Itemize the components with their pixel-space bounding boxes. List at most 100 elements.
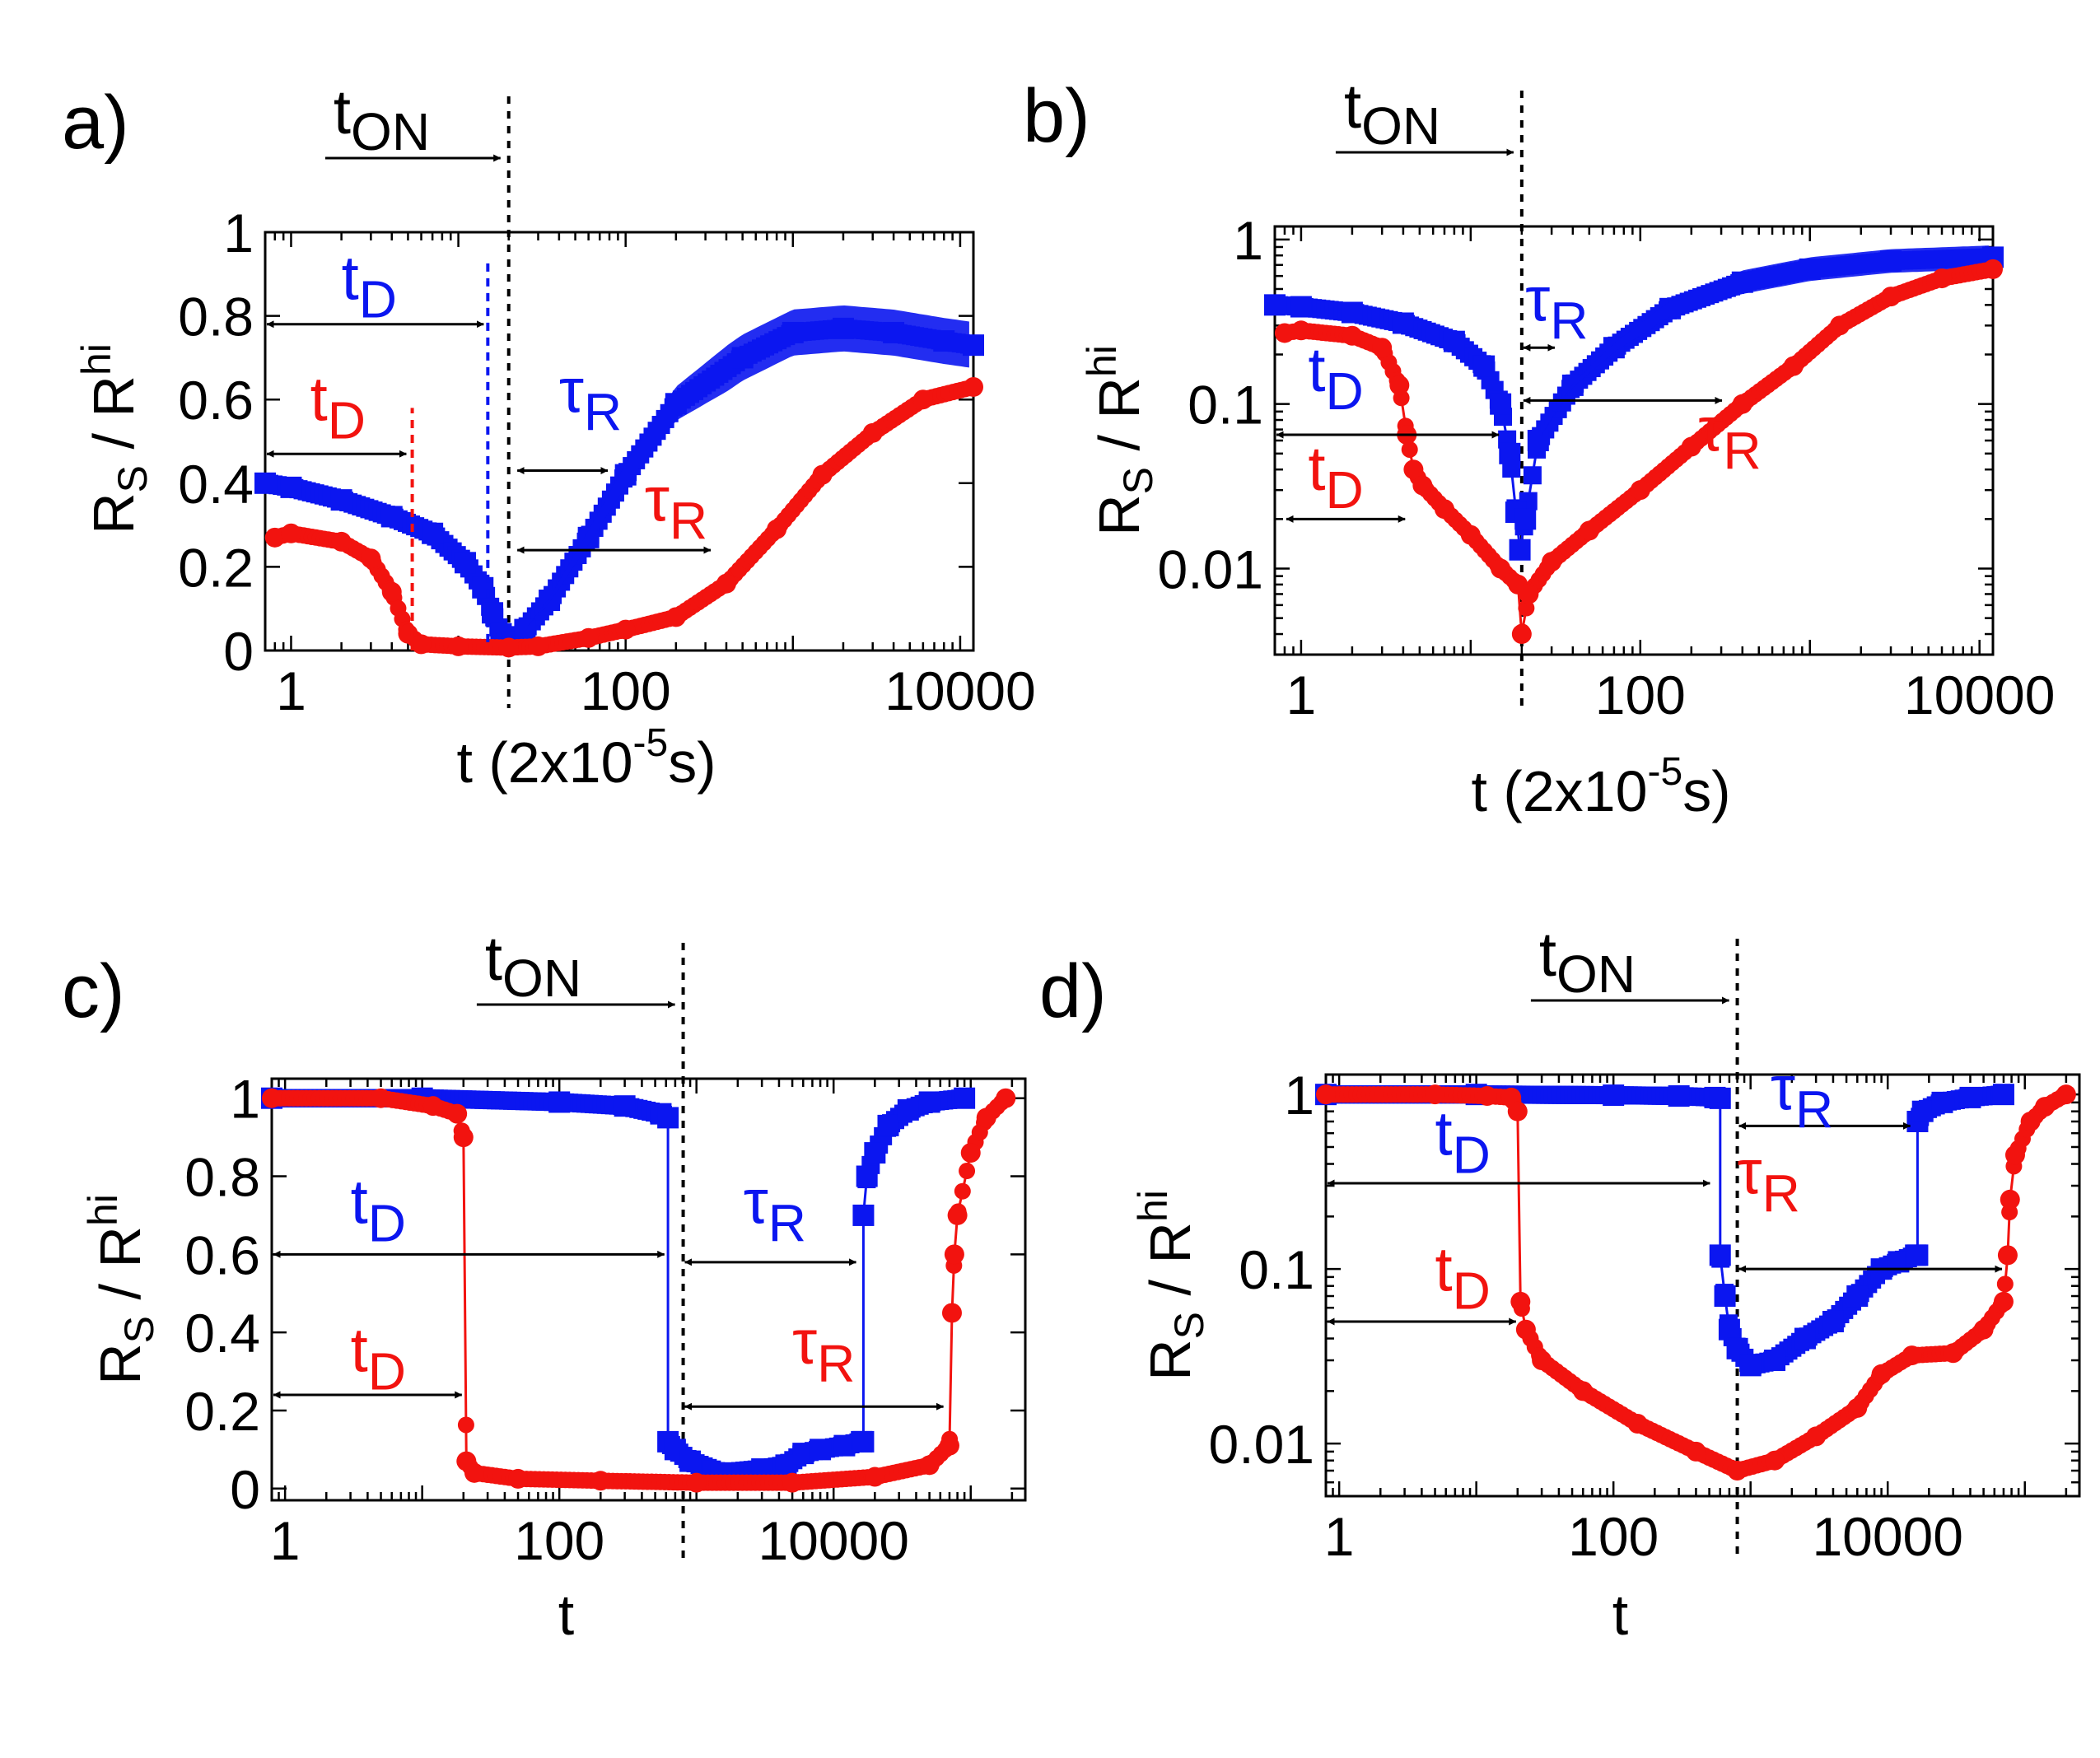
panel-label: c) [62, 949, 125, 1033]
data-point [381, 581, 402, 602]
data-point [262, 1088, 282, 1108]
series-red [262, 1088, 1016, 1493]
data-point [939, 1435, 959, 1456]
data-point [453, 1127, 474, 1148]
y-tick-label: 1 [230, 1069, 260, 1130]
data-point [1997, 1245, 2018, 1266]
tauR-label-main: τ [559, 356, 584, 426]
x-axis-label-tail: s) [1682, 759, 1730, 823]
y-tick-label: 1 [223, 203, 254, 263]
y-axis-label-sup: hi [80, 1194, 126, 1226]
data-point [1902, 1345, 1922, 1366]
data-point [1911, 1100, 1934, 1122]
t-on-label-main: t [334, 77, 351, 147]
data-point [1515, 1319, 1536, 1340]
data-point [457, 1416, 474, 1434]
y-tick-label: 1 [1284, 1065, 1314, 1126]
tauR-label-main: τ [1525, 265, 1550, 335]
x-axis-label: t [558, 1583, 574, 1647]
panel-label: b) [1023, 74, 1090, 158]
y-axis-label-main: R [82, 492, 146, 534]
x-tick-label: 10000 [1812, 1506, 1963, 1567]
data-point [1943, 1343, 1963, 1364]
x-tick-label: 1 [1286, 664, 1317, 725]
data-point [919, 1455, 940, 1476]
data-point [1822, 1310, 1844, 1332]
y-tick-label: 0.1 [1239, 1239, 1314, 1300]
series-blue [1315, 1084, 2014, 1377]
y-tick-label: 0.8 [178, 287, 254, 347]
tauR-label-sub: R [817, 1334, 855, 1393]
data-point [954, 1182, 971, 1200]
data-point [1389, 375, 1410, 395]
data-point [976, 1107, 996, 1128]
x-axis-label: t (2x10-5s) [1472, 750, 1731, 823]
tauR-label-main: τ [1738, 1138, 1762, 1208]
data-point [1403, 459, 1424, 480]
data-point [1630, 480, 1650, 501]
data-point [1542, 552, 1562, 572]
data-point [2056, 1084, 2076, 1105]
data-point [1709, 1087, 1731, 1109]
y-tick-label: 0.4 [178, 454, 254, 515]
y-axis-label-sub: S [1115, 467, 1161, 494]
data-point [1993, 1291, 2014, 1312]
data-point [941, 1303, 962, 1323]
data-point [472, 576, 494, 599]
tD-label-sub: D [1453, 1261, 1491, 1321]
data-point [944, 1244, 964, 1265]
data-point [578, 627, 599, 648]
series-red [1316, 1084, 2076, 1481]
tD-label-sub: D [328, 391, 366, 450]
data-point [665, 607, 686, 627]
data-point [1871, 1364, 1892, 1384]
data-point [1519, 584, 1539, 604]
data-point [1806, 1426, 1827, 1447]
data-point [1509, 539, 1531, 561]
y-tick-label: 0.01 [1158, 539, 1263, 600]
data-point [615, 619, 636, 640]
data-point [1510, 1291, 1531, 1312]
data-point [852, 1204, 875, 1226]
data-point [1342, 325, 1362, 346]
y-axis-label: RS / Rhi [1130, 1190, 1212, 1381]
data-point [2020, 1111, 2041, 1131]
data-point [1434, 499, 1454, 520]
series-red [264, 376, 983, 658]
series-red [1274, 259, 2003, 645]
data-point [865, 1467, 885, 1487]
tauR-label: τR [559, 356, 622, 441]
y-axis-label: RS / Rhi [1079, 345, 1161, 536]
x-tick-label: 100 [514, 1510, 604, 1571]
data-point [2004, 1145, 2025, 1165]
data-point [812, 464, 833, 485]
x-tick-label: 1 [270, 1510, 301, 1571]
x-axis-label: t (2x10-5s) [457, 721, 716, 795]
x-axis-label-main: t [1612, 1583, 1628, 1647]
data-point [767, 519, 787, 539]
data-point [1739, 1355, 1762, 1377]
data-point [1477, 1086, 1497, 1107]
tauR-label: τR [1738, 1138, 1800, 1224]
data-point [897, 1098, 919, 1121]
tD-label-main: t [351, 1167, 368, 1237]
data-point [514, 618, 536, 641]
data-point [1681, 436, 1701, 457]
t-on-label-sub: ON [502, 949, 581, 1008]
tD-label-main: t [1435, 1099, 1453, 1169]
data-point [1274, 323, 1295, 343]
y-axis-label-mid: / R [1087, 377, 1151, 467]
data-point [1765, 1450, 1785, 1471]
data-point [464, 1462, 484, 1483]
data-point [852, 1430, 875, 1453]
y-axis-label-sup: hi [1130, 1190, 1176, 1222]
y-axis-label-mid: / R [82, 375, 146, 465]
data-point [1518, 599, 1535, 617]
y-axis-label-main: R [88, 1343, 152, 1385]
data-point [1316, 1084, 1336, 1105]
panel-label: a) [62, 81, 129, 165]
t-on-label: tON [334, 77, 430, 161]
